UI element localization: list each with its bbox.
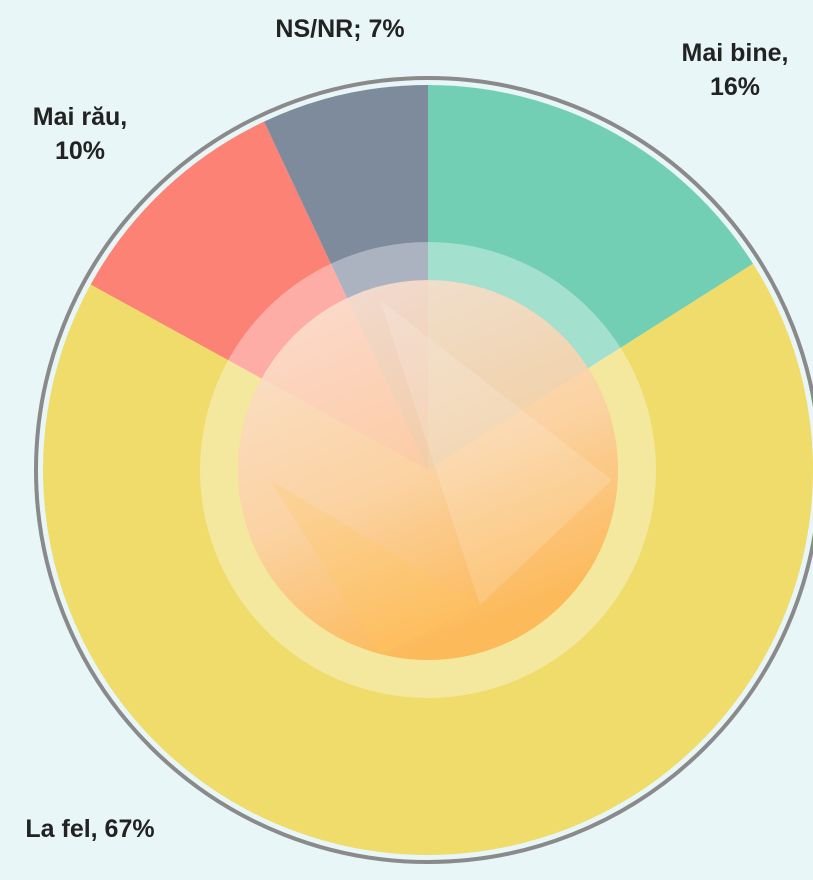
data-label: Mai rău, 10%: [32, 103, 128, 165]
data-label: Mai bine, 16%: [681, 39, 789, 101]
data-label: La fel, 67%: [25, 815, 155, 843]
data-label: NS/NR; 7%: [275, 15, 405, 43]
outer-ring: [34, 76, 813, 864]
facet: [270, 480, 480, 655]
inner-disc: [238, 280, 618, 660]
facet: [380, 300, 612, 605]
inner-ring: [200, 242, 656, 698]
